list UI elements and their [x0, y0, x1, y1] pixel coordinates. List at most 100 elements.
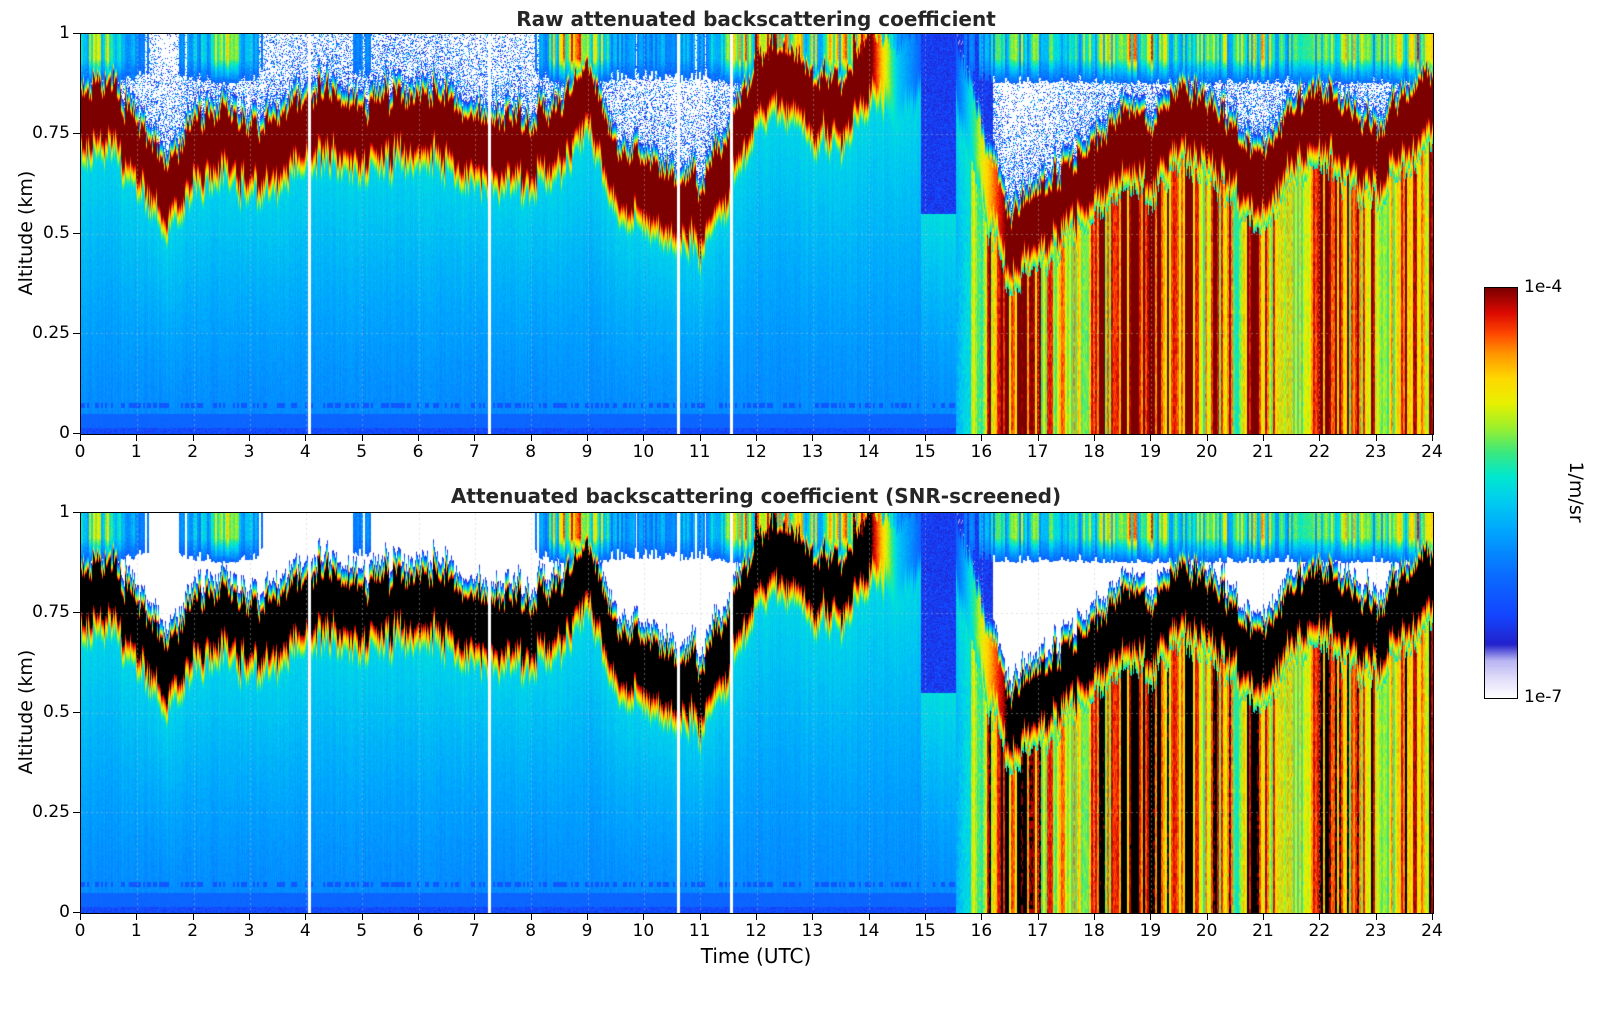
x-tick-label: 19 [1139, 442, 1162, 462]
x-tick-label: 1 [130, 442, 142, 462]
y-tick-label: 0.75 [32, 602, 70, 622]
x-tick-label: 17 [1026, 442, 1049, 462]
x-tick-label: 21 [1252, 921, 1274, 941]
x-tick-label: 15 [914, 442, 936, 462]
x-tick-mark [136, 914, 138, 920]
y-tick-mark [73, 33, 80, 34]
screened-backscatter-heatmap [80, 512, 1434, 914]
x-tick-mark [530, 435, 532, 441]
x-tick-label: 18 [1083, 442, 1105, 462]
x-tick-mark [1206, 914, 1208, 920]
x-tick-mark [1263, 435, 1264, 441]
x-tick-mark [249, 914, 250, 920]
x-tick-label: 21 [1252, 442, 1274, 462]
y-tick-mark [73, 912, 80, 913]
x-tick-mark [812, 435, 814, 441]
x-tick-label: 5 [356, 921, 368, 941]
x-tick-label: 1 [130, 921, 142, 941]
x-tick-mark [418, 914, 419, 920]
y-tick-mark [73, 133, 80, 134]
screened-panel-title: Attenuated backscattering coefficient (S… [450, 484, 1062, 508]
x-tick-mark [361, 435, 363, 441]
x-tick-mark [812, 914, 814, 920]
x-tick-mark [868, 914, 870, 920]
x-tick-mark [1375, 914, 1377, 920]
x-tick-mark [1432, 914, 1433, 920]
x-tick-mark [361, 914, 363, 920]
x-tick-mark [1263, 914, 1264, 920]
x-tick-mark [1206, 435, 1208, 441]
x-tick-mark [1037, 435, 1039, 441]
x-tick-mark [249, 435, 250, 441]
x-tick-label: 2 [187, 442, 199, 462]
x-tick-label: 15 [914, 921, 936, 941]
x-tick-mark [756, 914, 757, 920]
x-tick-label: 6 [412, 921, 424, 941]
y-tick-mark [73, 812, 80, 813]
y-tick-label: 0.25 [32, 323, 70, 343]
y-tick-label: 1 [59, 502, 70, 522]
x-tick-mark [868, 435, 870, 441]
x-tick-label: 22 [1308, 921, 1331, 941]
y-tick-mark [73, 512, 80, 513]
y-tick-mark [73, 233, 80, 234]
x-tick-mark [643, 435, 645, 441]
x-tick-mark [474, 435, 476, 441]
x-tick-label: 18 [1083, 921, 1105, 941]
x-tick-mark [587, 914, 588, 920]
x-tick-mark [1150, 435, 1152, 441]
x-tick-label: 16 [970, 921, 993, 941]
x-tick-mark [1319, 914, 1321, 920]
x-axis-label: Time (UTC) [700, 944, 812, 968]
x-tick-label: 3 [243, 921, 255, 941]
y-tick-mark [73, 612, 80, 613]
x-tick-label: 19 [1139, 921, 1162, 941]
y-tick-label: 0 [59, 902, 70, 922]
x-tick-label: 23 [1364, 921, 1387, 941]
x-tick-mark [699, 435, 701, 441]
colorbar-unit-label: 1/m/sr [1565, 461, 1587, 523]
x-tick-label: 17 [1026, 921, 1049, 941]
x-tick-label: 23 [1364, 442, 1387, 462]
x-tick-label: 0 [74, 921, 86, 941]
x-tick-label: 8 [525, 442, 537, 462]
x-tick-label: 16 [970, 442, 993, 462]
x-tick-mark [474, 914, 476, 920]
y-tick-label: 1 [59, 23, 70, 43]
y-tick-mark [73, 712, 80, 713]
x-tick-mark [1432, 435, 1433, 441]
colorbar-max-label: 1e-4 [1524, 277, 1563, 297]
x-tick-label: 9 [581, 442, 593, 462]
x-tick-mark [587, 435, 588, 441]
x-tick-mark [530, 914, 532, 920]
x-tick-mark [1037, 914, 1039, 920]
x-tick-label: 3 [243, 442, 255, 462]
y-tick-label: 0.75 [32, 123, 70, 143]
x-tick-mark [981, 435, 983, 441]
x-tick-mark [192, 914, 194, 920]
x-tick-label: 24 [1421, 442, 1443, 462]
x-tick-mark [925, 435, 926, 441]
x-tick-label: 14 [857, 442, 880, 462]
x-tick-label: 9 [581, 921, 593, 941]
raw-backscatter-heatmap [80, 33, 1434, 435]
x-tick-label: 24 [1421, 921, 1443, 941]
x-tick-label: 13 [801, 921, 824, 941]
y-tick-mark [73, 433, 80, 434]
x-tick-label: 20 [1195, 442, 1218, 462]
x-tick-label: 6 [412, 442, 424, 462]
x-tick-mark [981, 914, 983, 920]
x-tick-label: 10 [632, 442, 655, 462]
x-tick-label: 4 [299, 921, 311, 941]
y-tick-label: 0.5 [42, 702, 70, 722]
x-tick-label: 2 [187, 921, 199, 941]
x-tick-mark [756, 435, 757, 441]
x-tick-mark [1094, 914, 1095, 920]
x-tick-label: 22 [1308, 442, 1331, 462]
x-tick-label: 12 [745, 921, 767, 941]
x-tick-mark [418, 435, 419, 441]
x-tick-label: 10 [632, 921, 655, 941]
x-tick-label: 11 [688, 921, 711, 941]
x-tick-label: 8 [525, 921, 537, 941]
colorbar-min-label: 1e-7 [1524, 687, 1563, 707]
